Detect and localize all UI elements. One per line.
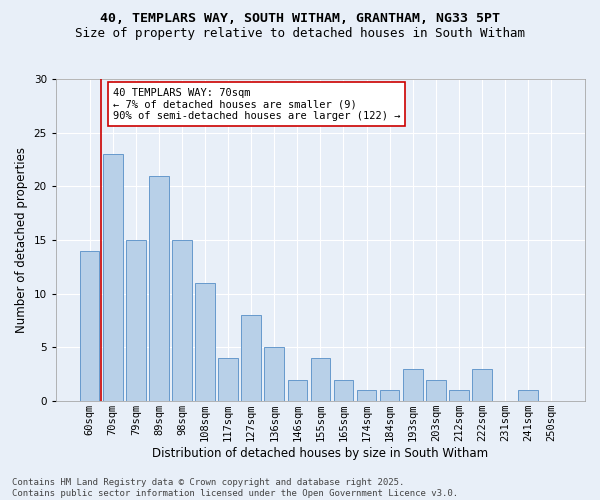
Bar (265, 348, 284, 401)
X-axis label: Distribution of detached houses by size in South Witham: Distribution of detached houses by size … (152, 447, 488, 460)
Bar (241, 316, 261, 401)
Text: 40, TEMPLARS WAY, SOUTH WITHAM, GRANTHAM, NG33 5PT: 40, TEMPLARS WAY, SOUTH WITHAM, GRANTHAM… (100, 12, 500, 26)
Bar (172, 240, 192, 401)
Bar (80, 251, 100, 401)
Bar (218, 358, 238, 401)
Bar (403, 369, 422, 401)
Bar (334, 380, 353, 401)
Text: Contains HM Land Registry data © Crown copyright and database right 2025.
Contai: Contains HM Land Registry data © Crown c… (12, 478, 458, 498)
Bar (426, 380, 446, 401)
Bar (449, 390, 469, 401)
Text: 40 TEMPLARS WAY: 70sqm
← 7% of detached houses are smaller (9)
90% of semi-detac: 40 TEMPLARS WAY: 70sqm ← 7% of detached … (113, 88, 400, 121)
Bar (357, 390, 376, 401)
Bar (126, 240, 146, 401)
Bar (518, 390, 538, 401)
Bar (103, 154, 122, 401)
Y-axis label: Number of detached properties: Number of detached properties (15, 147, 28, 333)
Text: Size of property relative to detached houses in South Witham: Size of property relative to detached ho… (75, 28, 525, 40)
Bar (195, 283, 215, 401)
Bar (311, 358, 330, 401)
Bar (380, 390, 400, 401)
Bar (472, 369, 492, 401)
Bar (149, 176, 169, 401)
Bar (287, 380, 307, 401)
